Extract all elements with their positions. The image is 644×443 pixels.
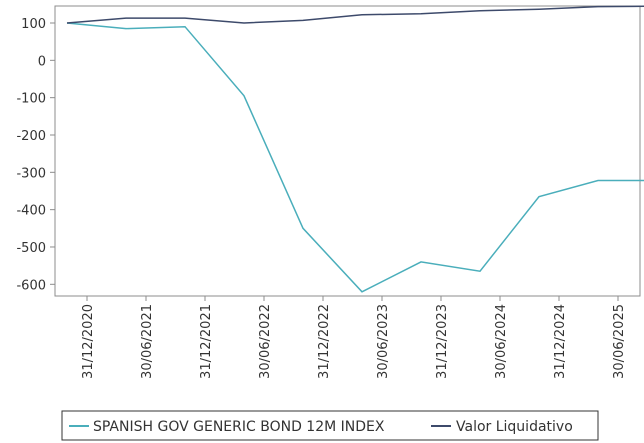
legend-box [61, 410, 599, 441]
series-line-spanish-gov-bond [66, 22, 644, 293]
x-axis: 31/12/2020 30/06/2021 31/12/2021 30/06/2022… [81, 296, 627, 379]
x-tick-label: 30/06/2023 [376, 304, 391, 379]
y-tick-label: 0 [38, 54, 46, 69]
x-tick-label: 31/12/2020 [81, 304, 96, 379]
legend: SPANISH GOV GENERIC BOND 12M INDEX Valor… [61, 410, 599, 441]
x-tick-label: 30/06/2025 [612, 304, 627, 379]
legend-label-valor-liquidativo: Valor Liquidativo [456, 419, 573, 435]
x-tick-label: 30/06/2022 [258, 304, 273, 379]
x-tick-label: 30/06/2024 [494, 304, 509, 379]
y-tick-label: -200 [16, 129, 46, 144]
legend-label-spanish-gov-bond: SPANISH GOV GENERIC BOND 12M INDEX [93, 419, 385, 435]
x-tick-label: 31/12/2021 [199, 304, 214, 379]
y-tick-label: -600 [16, 278, 46, 293]
y-tick-label: -400 [16, 204, 46, 219]
y-axis: 100 0 -100 -200 -300 -400 -500 -600 [16, 17, 55, 293]
x-tick-label: 31/12/2023 [435, 304, 450, 379]
y-tick-label: -500 [16, 241, 46, 256]
series-line-valor-liquidativo [66, 5, 644, 24]
y-tick-label: 100 [21, 17, 46, 32]
x-tick-label: 30/06/2021 [140, 304, 155, 379]
x-tick-label: 31/12/2024 [553, 304, 568, 379]
x-tick-label: 31/12/2022 [317, 304, 332, 379]
y-tick-label: -100 [16, 92, 46, 107]
plot-area [54, 5, 641, 297]
y-tick-label: -300 [16, 166, 46, 181]
series-lines [66, 5, 644, 293]
